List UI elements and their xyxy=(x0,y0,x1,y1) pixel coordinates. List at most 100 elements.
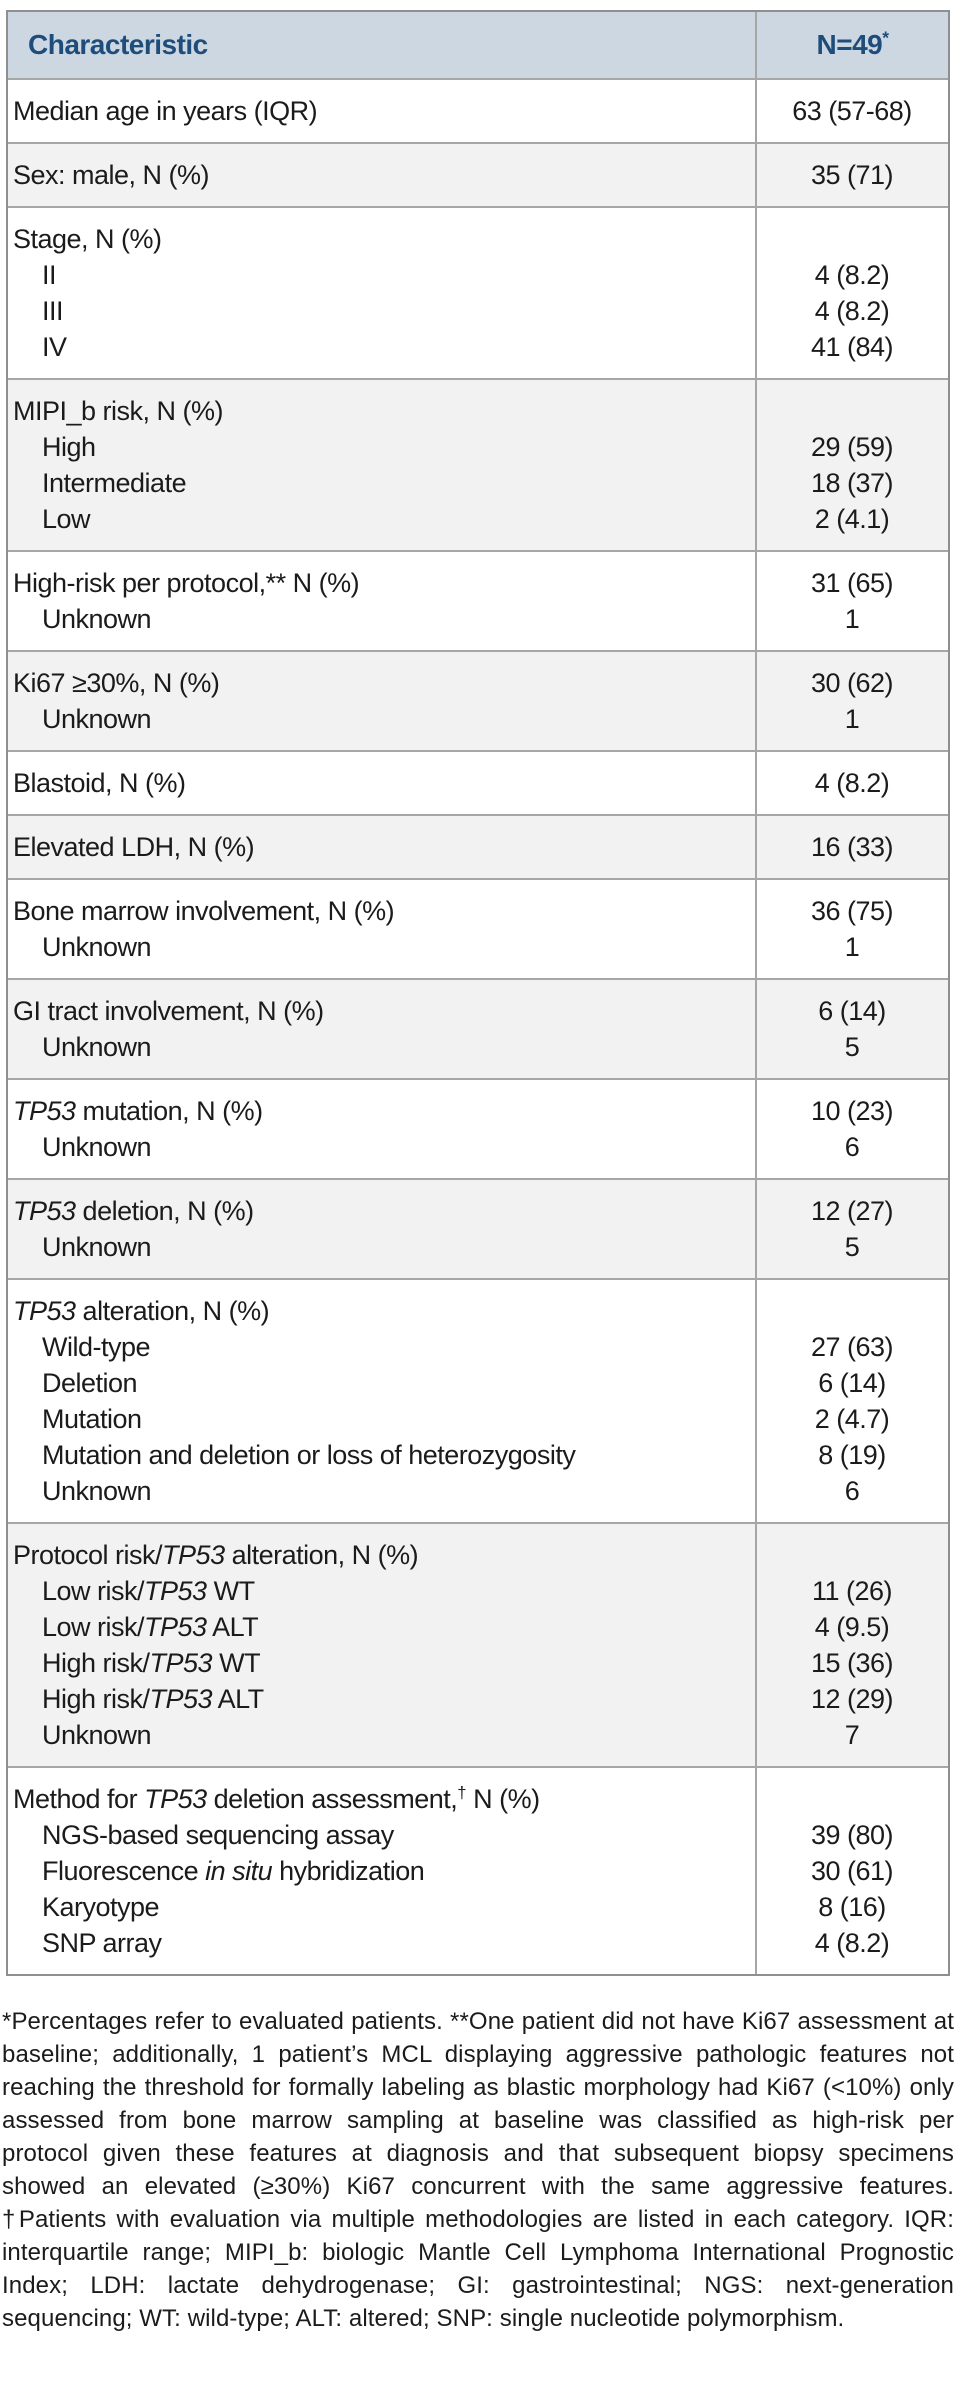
value-cell: 11 (26) 4 (9.5) 15 (36) 12 (29) 7 xyxy=(755,1524,948,1766)
characteristic-line: High-risk per protocol,** N (%) xyxy=(13,568,360,598)
header-n-asterisk: * xyxy=(882,27,889,48)
value-line: 1 xyxy=(844,932,860,962)
characteristic-line: High risk/TP53 ALT xyxy=(42,1684,264,1714)
characteristic-cell: Median age in years (IQR) xyxy=(8,80,755,142)
characteristic-line: Karyotype xyxy=(42,1892,160,1922)
value-line: 63 (57-68) xyxy=(792,96,912,126)
value-line xyxy=(762,221,942,257)
value-cell: 36 (75) 1 xyxy=(755,880,948,978)
characteristic-line: Ki67 ≥30%, N (%) xyxy=(13,668,220,698)
value-line: 11 (26) xyxy=(811,1576,893,1606)
value-line: 7 xyxy=(844,1720,860,1750)
value-line: 30 (61) xyxy=(810,1856,894,1886)
characteristic-line: MIPI_b risk, N (%) xyxy=(13,396,224,426)
value-line: 8 (19) xyxy=(818,1440,886,1470)
characteristic-line: High xyxy=(42,432,96,462)
value-cell: 10 (23) 6 xyxy=(755,1080,948,1178)
value-line xyxy=(762,1781,942,1817)
value-line: 15 (36) xyxy=(810,1648,894,1678)
value-line: 4 (8.2) xyxy=(814,768,890,798)
page: Characteristic N=49* Median age in years… xyxy=(2,10,954,2332)
value-line xyxy=(762,393,942,429)
value-line: 6 xyxy=(844,1476,860,1506)
value-line: 4 (8.2) xyxy=(814,260,890,290)
characteristic-line: Low risk/TP53 WT xyxy=(42,1576,255,1606)
table-header-row: Characteristic N=49* xyxy=(8,12,948,78)
characteristic-line: Low xyxy=(42,504,91,534)
table-row: TP53 deletion, N (%) Unknown 12 (27) 5 xyxy=(8,1178,948,1278)
characteristic-line: IV xyxy=(42,332,67,362)
value-cell: 27 (63) 6 (14) 2 (4.7) 8 (19) 6 xyxy=(755,1280,948,1522)
characteristic-line: Unknown xyxy=(42,604,152,634)
table-row: High-risk per protocol,** N (%) Unknown 31… xyxy=(8,550,948,650)
characteristic-line: Unknown xyxy=(42,932,152,962)
value-line xyxy=(762,1293,942,1329)
characteristic-cell: TP53 deletion, N (%) Unknown xyxy=(8,1180,755,1278)
characteristic-line: TP53 mutation, N (%) xyxy=(13,1096,263,1126)
characteristic-cell: Elevated LDH, N (%) xyxy=(8,816,755,878)
value-line: 4 (8.2) xyxy=(814,296,890,326)
characteristic-line: Fluorescence in situ hybridization xyxy=(42,1856,425,1886)
characteristic-line: Unknown xyxy=(42,1132,152,1162)
characteristic-line: Wild-type xyxy=(42,1332,151,1362)
characteristic-cell: Bone marrow involvement, N (%) Unknown xyxy=(8,880,755,978)
value-cell: 35 (71) xyxy=(755,144,948,206)
value-cell: 4 (8.2) 4 (8.2) 41 (84) xyxy=(755,208,948,378)
table-row: Median age in years (IQR) 63 (57-68) xyxy=(8,78,948,142)
table-row: TP53 alteration, N (%) Wild-type Deletion M… xyxy=(8,1278,948,1522)
header-n: N=49* xyxy=(755,12,948,78)
characteristic-line: Low risk/TP53 ALT xyxy=(42,1612,259,1642)
value-line: 39 (80) xyxy=(810,1820,894,1850)
value-line: 1 xyxy=(844,704,860,734)
value-line: 6 xyxy=(844,1132,860,1162)
table-body: Median age in years (IQR) 63 (57-68) Sex: … xyxy=(8,78,948,1974)
value-line: 8 (16) xyxy=(818,1892,886,1922)
value-line: 2 (4.7) xyxy=(814,1404,890,1434)
value-cell: 16 (33) xyxy=(755,816,948,878)
value-line: 4 (9.5) xyxy=(814,1612,890,1642)
table-row: MIPI_b risk, N (%) High Intermediate Low 29… xyxy=(8,378,948,550)
table-row: Protocol risk/TP53 alteration, N (%) Low … xyxy=(8,1522,948,1766)
value-cell: 6 (14) 5 xyxy=(755,980,948,1078)
table-row: Bone marrow involvement, N (%) Unknown 36 … xyxy=(8,878,948,978)
value-cell: 39 (80) 30 (61) 8 (16) 4 (8.2) xyxy=(755,1768,948,1974)
characteristic-line: NGS-based sequencing assay xyxy=(42,1820,394,1850)
characteristic-line: Intermediate xyxy=(42,468,187,498)
header-characteristic: Characteristic xyxy=(8,12,755,78)
table-footnote: *Percentages refer to evaluated patients… xyxy=(2,2008,954,2332)
table-row: Sex: male, N (%) 35 (71) xyxy=(8,142,948,206)
value-cell: 63 (57-68) xyxy=(755,80,948,142)
table-row: Blastoid, N (%) 4 (8.2) xyxy=(8,750,948,814)
characteristic-line: GI tract involvement, N (%) xyxy=(13,996,324,1026)
table-row: GI tract involvement, N (%) Unknown 6 (14)… xyxy=(8,978,948,1078)
characteristic-line: Unknown xyxy=(42,1032,152,1062)
table-row: Ki67 ≥30%, N (%) Unknown 30 (62) 1 xyxy=(8,650,948,750)
value-line xyxy=(762,1537,942,1573)
characteristic-line: Unknown xyxy=(42,1476,152,1506)
value-cell: 29 (59) 18 (37) 2 (4.1) xyxy=(755,380,948,550)
header-characteristic-label: Characteristic xyxy=(28,29,208,60)
characteristic-cell: Blastoid, N (%) xyxy=(8,752,755,814)
value-line: 30 (62) xyxy=(810,668,894,698)
value-line: 41 (84) xyxy=(810,332,894,362)
characteristic-line: Elevated LDH, N (%) xyxy=(13,832,255,862)
characteristic-cell: TP53 mutation, N (%) Unknown xyxy=(8,1080,755,1178)
value-line: 18 (37) xyxy=(810,468,894,498)
value-cell: 12 (27) 5 xyxy=(755,1180,948,1278)
characteristic-line: Unknown xyxy=(42,1720,152,1750)
characteristic-cell: Ki67 ≥30%, N (%) Unknown xyxy=(8,652,755,750)
value-line: 6 (14) xyxy=(818,1368,886,1398)
table-row: Method for TP53 deletion assessment,† N … xyxy=(8,1766,948,1974)
value-cell: 30 (62) 1 xyxy=(755,652,948,750)
table-row: Stage, N (%) II III IV 4 (8.2) 4 (8.2) 41 (84… xyxy=(8,206,948,378)
value-line: 1 xyxy=(844,604,860,634)
value-line: 29 (59) xyxy=(810,432,894,462)
characteristic-cell: Method for TP53 deletion assessment,† N … xyxy=(8,1768,755,1974)
characteristic-line: Stage, N (%) xyxy=(13,224,162,254)
value-cell: 31 (65) 1 xyxy=(755,552,948,650)
characteristic-cell: Stage, N (%) II III IV xyxy=(8,208,755,378)
characteristic-cell: Sex: male, N (%) xyxy=(8,144,755,206)
value-line: 27 (63) xyxy=(810,1332,894,1362)
header-n-label: N=49 xyxy=(816,29,883,60)
value-line: 16 (33) xyxy=(810,832,894,862)
